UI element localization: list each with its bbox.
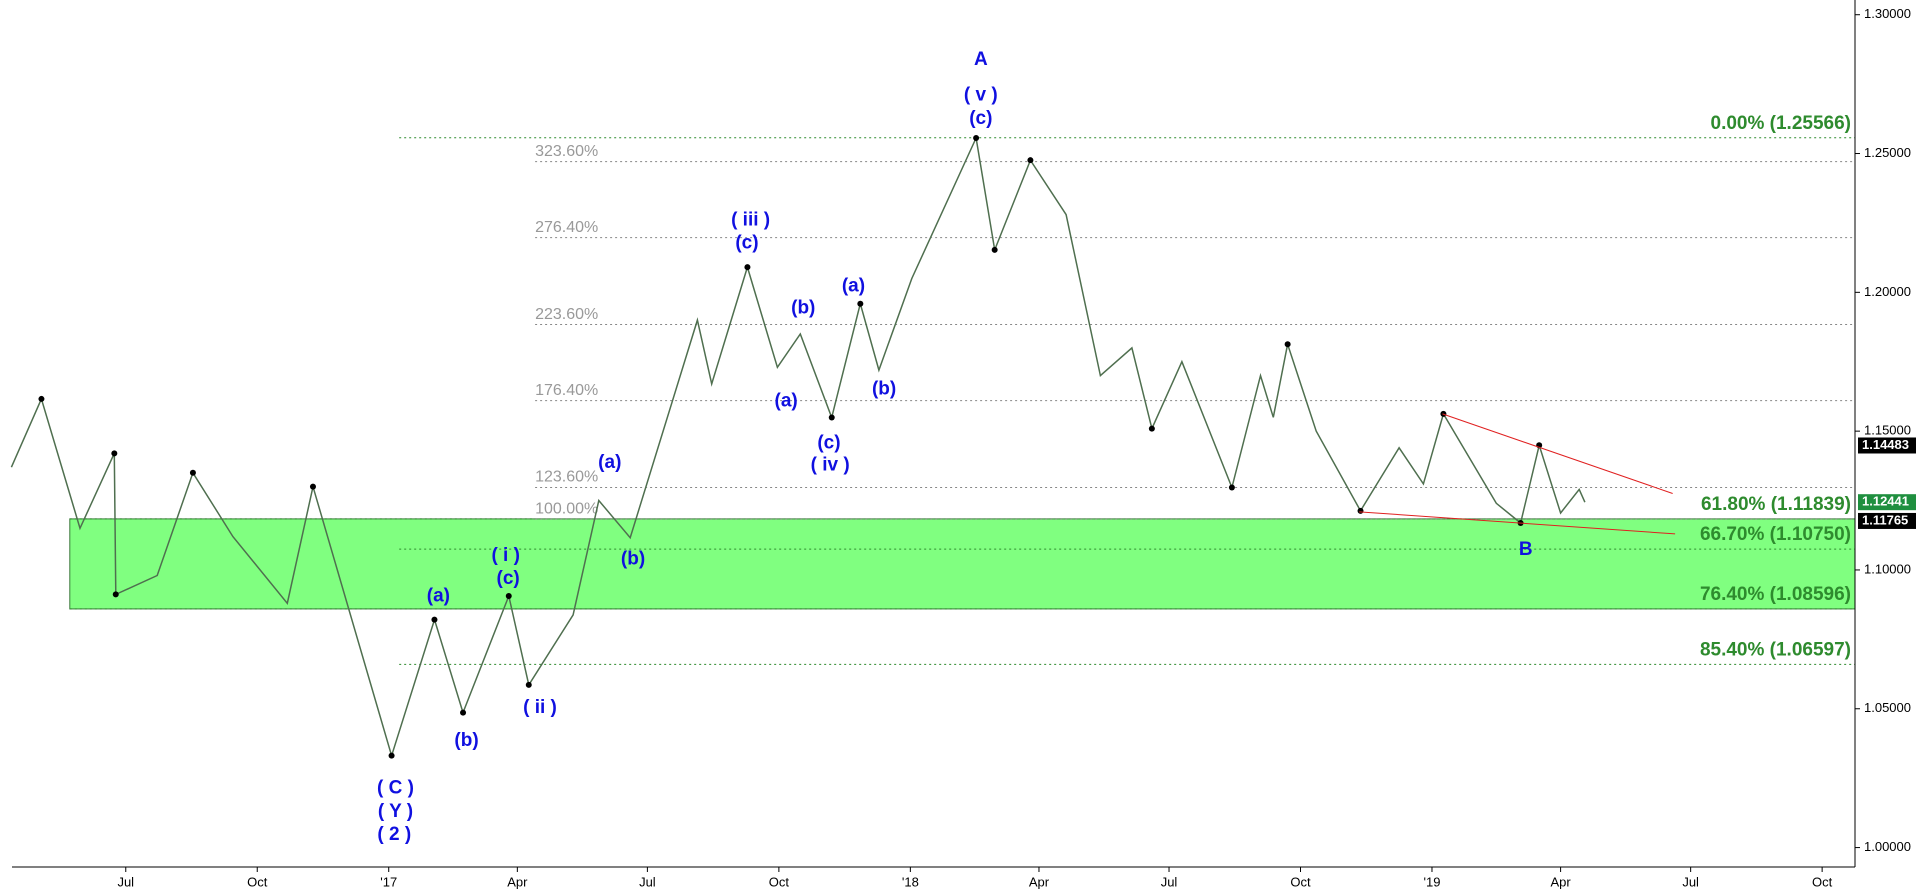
fib-label: 85.40% (1.06597) — [1700, 639, 1851, 660]
wave-label: ( i ) — [491, 545, 520, 566]
wave-label: (c) — [497, 568, 520, 589]
price-tag-label: 1.11765 — [1862, 512, 1908, 527]
extension-label: 323.60% — [535, 143, 598, 160]
pivot-dot — [1228, 484, 1235, 491]
x-tick-label: Jul — [639, 874, 656, 889]
x-tick-label: Jul — [1161, 874, 1178, 889]
wave-label: ( C ) — [377, 778, 414, 799]
x-tick-label: Apr — [1029, 874, 1050, 889]
wave-label: (a) — [427, 585, 450, 606]
extension-label: 276.40% — [535, 219, 598, 236]
pivot-dot — [189, 469, 196, 476]
wave-label: (c) — [969, 108, 992, 129]
extension-label: 176.40% — [535, 382, 598, 399]
x-tick-label: Apr — [1550, 874, 1571, 889]
wave-label: (b) — [872, 378, 896, 399]
x-tick-label: Oct — [769, 874, 790, 889]
wave-label: (a) — [598, 452, 621, 473]
pivot-dot — [388, 752, 395, 759]
pivot-dot — [973, 134, 980, 141]
trendline — [1442, 413, 1673, 494]
y-tick-label: 1.00000 — [1864, 839, 1911, 854]
price-tag-label: 1.14483 — [1862, 437, 1909, 452]
fib-label: 76.40% (1.08596) — [1700, 584, 1851, 605]
fib-zone — [69, 518, 1856, 610]
pivot-dot — [1148, 425, 1155, 432]
x-tick-label: Oct — [247, 874, 268, 889]
y-tick-label: 1.30000 — [1864, 6, 1911, 21]
price-tag — [1858, 437, 1916, 454]
wave-label: (a) — [842, 276, 865, 297]
wave-label: (b) — [621, 549, 645, 570]
pivot-dot — [112, 591, 119, 598]
x-tick-label: '19 — [1424, 874, 1441, 889]
pivot-dot — [1027, 157, 1034, 164]
fib-label: 66.70% (1.10750) — [1700, 524, 1851, 545]
pivot-dot — [525, 681, 532, 688]
price-tag — [1858, 494, 1916, 511]
pivot-dot — [828, 414, 835, 421]
extension-label: 223.60% — [535, 306, 598, 323]
wave-label: (b) — [791, 298, 815, 319]
x-tick-label: '17 — [380, 874, 397, 889]
pivot-dot — [991, 246, 998, 253]
x-tick-label: Oct — [1290, 874, 1311, 889]
pivot-dot — [1284, 341, 1291, 348]
wave-label: (c) — [817, 432, 840, 453]
x-tick-label: Jul — [117, 874, 134, 889]
wave-label: ( Y ) — [378, 801, 413, 822]
wave-label: (b) — [454, 730, 478, 751]
extension-label: 100.00% — [535, 500, 598, 517]
price-tag — [1858, 512, 1916, 529]
pivot-dot — [505, 593, 512, 600]
wave-label: A — [974, 49, 988, 70]
x-tick-label: Jul — [1682, 874, 1699, 889]
pivot-dot — [111, 450, 118, 457]
wave-label: (a) — [775, 391, 798, 412]
price-tag-label: 1.12441 — [1862, 494, 1909, 509]
x-tick-label: '18 — [902, 874, 919, 889]
y-tick-label: 1.20000 — [1864, 284, 1911, 299]
wave-label: ( v ) — [964, 85, 998, 106]
extension-label: 123.60% — [535, 469, 598, 486]
x-tick-label: Apr — [507, 874, 528, 889]
wave-label: ( iii ) — [731, 209, 770, 230]
pivot-dot — [744, 264, 751, 271]
y-tick-label: 1.25000 — [1864, 145, 1911, 160]
wave-label: (c) — [735, 233, 758, 254]
pivot-dot — [431, 616, 438, 623]
fib-label: 0.00% (1.25566) — [1711, 113, 1852, 134]
wave-label: ( 2 ) — [377, 824, 411, 845]
pivot-dot — [38, 395, 45, 402]
wave-label: B — [1519, 539, 1533, 560]
y-tick-label: 1.15000 — [1864, 423, 1911, 438]
y-tick-label: 1.10000 — [1864, 561, 1911, 576]
x-tick-label: Oct — [1812, 874, 1833, 889]
pivot-dot — [1357, 507, 1364, 514]
wave-label: ( ii ) — [523, 697, 557, 718]
trendline — [1359, 511, 1676, 535]
fib-label: 61.80% (1.11839) — [1701, 494, 1851, 515]
pivot-dot — [309, 483, 316, 490]
price-line — [10, 135, 1586, 759]
y-tick-label: 1.05000 — [1864, 700, 1911, 715]
pivot-dot — [857, 300, 864, 307]
pivot-dot — [460, 709, 467, 716]
wave-label: ( iv ) — [811, 454, 850, 475]
